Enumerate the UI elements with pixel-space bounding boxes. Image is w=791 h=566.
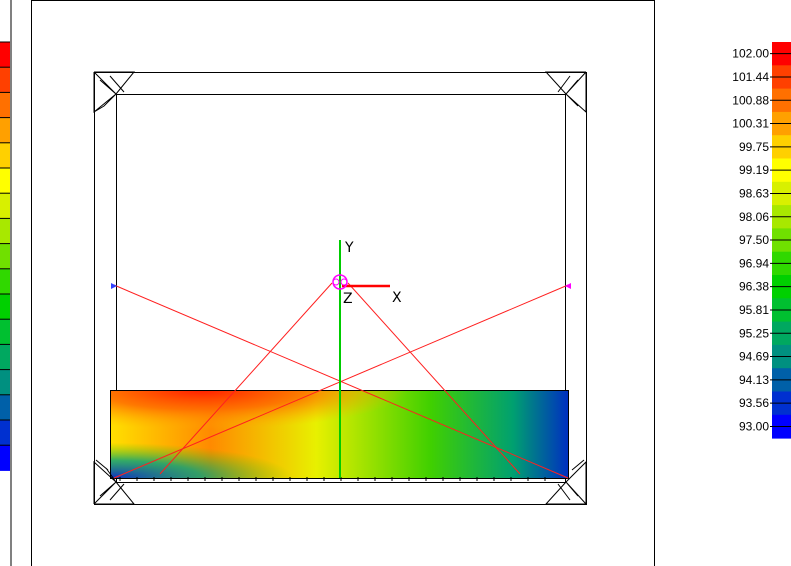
legend-value-label: 95.25: [739, 326, 769, 340]
left-scale-swatch: [0, 218, 10, 245]
left-scale-swatch: [0, 193, 10, 219]
left-scale-swatch: [0, 319, 10, 345]
legend-value-label: 94.69: [739, 350, 769, 364]
legend-value-label: 96.94: [739, 256, 769, 270]
left-scale-swatch: [0, 344, 10, 371]
left-scale-swatch: [0, 142, 10, 169]
right-anchor-marker: [565, 283, 571, 289]
legend-value-label: 95.81: [739, 303, 769, 317]
legend-value-label: 96.38: [739, 280, 769, 294]
corner-braces: [93, 71, 587, 505]
x-axis-label: X: [392, 290, 402, 306]
left-scale-swatch: [0, 92, 10, 119]
coordinate-axes: Y X Z: [332, 240, 402, 478]
viewport-frame: [31, 0, 655, 566]
legend-value-label: 101.44: [732, 70, 769, 84]
left-scale-swatch: [0, 67, 10, 93]
z-axis-label: Z: [343, 291, 353, 307]
legend-value-label: 93.56: [739, 396, 769, 410]
left-scale-swatch: [0, 243, 10, 270]
left-scale-swatch: [0, 445, 10, 471]
bottom-node-ticks: [119, 477, 546, 481]
cable-center-right: [347, 282, 521, 475]
legend-value-label: 102.00: [732, 47, 769, 61]
legend-value-label: 94.13: [739, 373, 769, 387]
contour-legend: 102.00 101.44 100.88 100.31 99.75 99.19 98.63 9…: [732, 42, 791, 439]
legend-value-label: 93.00: [739, 419, 769, 433]
legend-value-label: 100.31: [732, 117, 769, 131]
legend-value-label: 99.19: [739, 163, 769, 177]
left-scale-swatch: [0, 268, 10, 295]
legend-value-label: 100.88: [732, 93, 769, 107]
inner-frame: [116, 94, 566, 483]
left-scale-swatch: [0, 369, 10, 396]
left-scale-swatch: [0, 394, 10, 421]
outer-frame: [94, 72, 587, 505]
structure-frame: [94, 72, 587, 505]
left-color-scale: [0, 41, 10, 471]
left-scale-swatch: [0, 42, 10, 68]
legend-value-label: 98.06: [739, 210, 769, 224]
cable-center-left: [159, 282, 333, 475]
left-scale-swatch: [0, 420, 10, 446]
left-scale-swatch: [0, 117, 10, 144]
legend-value-label: 97.50: [739, 233, 769, 247]
y-axis-label: Y: [344, 240, 354, 256]
left-anchor-marker: [111, 283, 117, 289]
legend-value-label: 98.63: [739, 186, 769, 200]
legend-value-label: 99.75: [739, 140, 769, 154]
left-scale-swatch: [0, 294, 10, 320]
left-scale-swatch: [0, 168, 10, 194]
